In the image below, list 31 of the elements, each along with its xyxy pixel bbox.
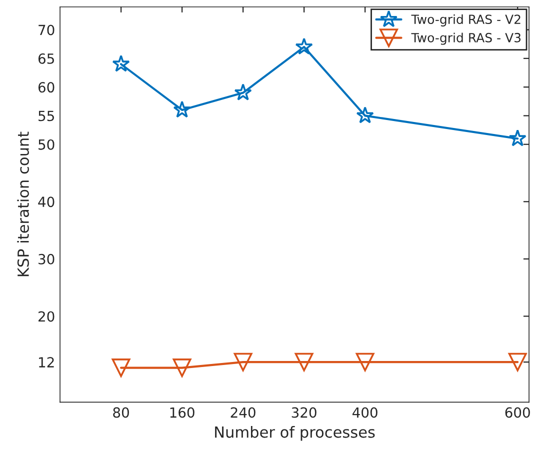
point xyxy=(172,358,192,378)
y-tick-label: 20 xyxy=(38,311,54,322)
y-tick-label: 40 xyxy=(38,196,54,208)
point xyxy=(356,106,374,124)
y-tick-label: 60 xyxy=(38,82,54,93)
y-tick-label: 55 xyxy=(38,110,54,122)
y-tick-label: 30 xyxy=(38,254,54,264)
y-tick-label: 65 xyxy=(38,53,54,64)
point xyxy=(508,352,527,372)
x-tick-label: 240 xyxy=(230,407,256,418)
point xyxy=(234,84,252,100)
point xyxy=(295,38,313,55)
legend-label: Two-grid RAS - V2 xyxy=(411,14,520,26)
point xyxy=(508,129,526,146)
point xyxy=(173,100,191,118)
x-tick-label: 320 xyxy=(292,407,316,418)
point xyxy=(294,352,314,372)
legend-label: Two-grid RAS - V3 xyxy=(411,32,521,45)
x-tick-label: 80 xyxy=(113,407,129,418)
x-axis-title: Number of processes xyxy=(215,426,375,441)
y-tick-label: 70 xyxy=(38,24,54,36)
y-axis-title: KSP iteration count xyxy=(17,132,29,276)
y-tick-label: 12 xyxy=(39,357,54,368)
point xyxy=(356,352,374,372)
x-tick-label: 400 xyxy=(352,407,378,418)
point xyxy=(112,54,130,72)
x-tick-label: 160 xyxy=(170,407,194,418)
x-tick-label: 600 xyxy=(505,407,530,418)
point xyxy=(234,352,252,372)
point xyxy=(112,358,130,378)
y-tick-label: 50 xyxy=(38,139,54,150)
